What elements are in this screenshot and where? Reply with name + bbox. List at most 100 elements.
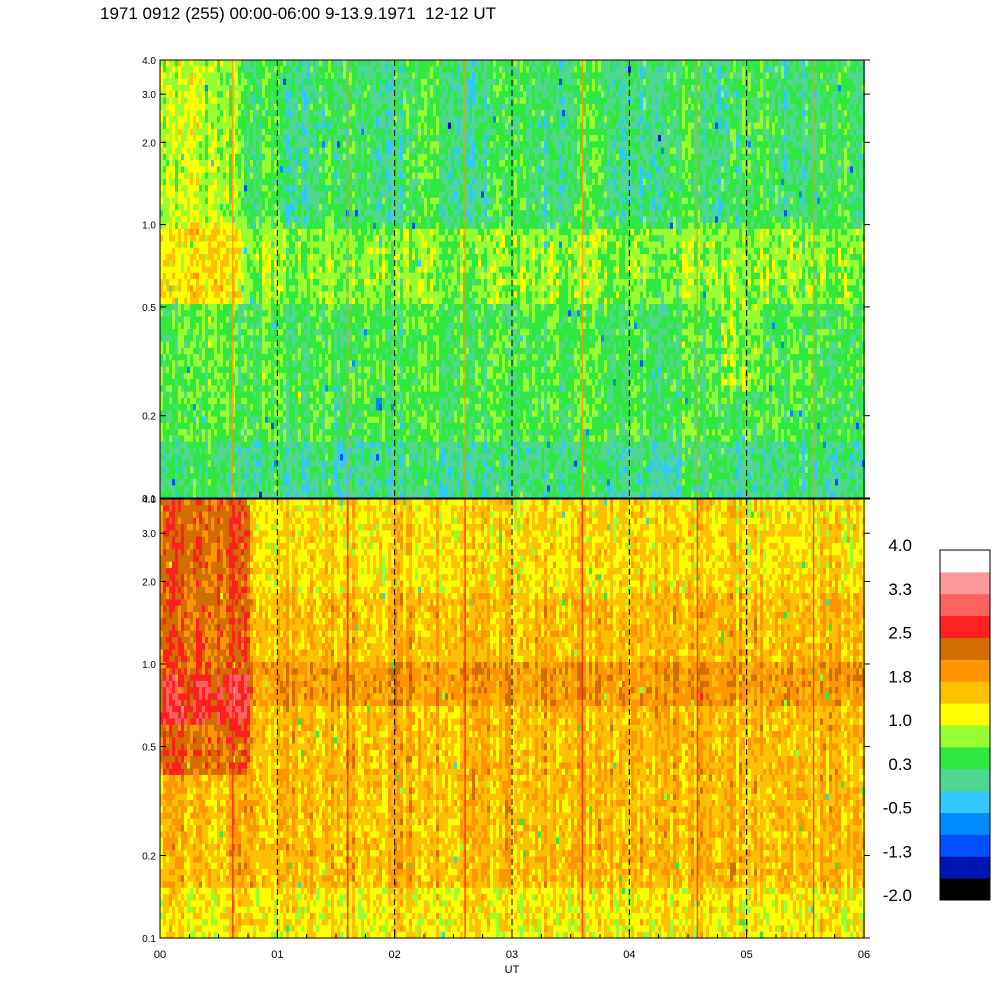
heatmap-cell <box>229 191 232 198</box>
heatmap-cell <box>202 242 205 249</box>
heatmap-cell <box>280 367 283 374</box>
heatmap-cell <box>331 285 334 292</box>
heatmap-cell <box>169 185 172 192</box>
heatmap-cell <box>196 323 199 330</box>
heatmap-cell <box>304 254 307 261</box>
heatmap-cell <box>220 398 223 405</box>
heatmap-cell <box>256 323 259 330</box>
heatmap-cell <box>190 323 193 330</box>
heatmap-cell <box>250 85 253 92</box>
heatmap-cell <box>235 110 238 117</box>
heatmap-cell <box>235 198 238 205</box>
heatmap-cell <box>208 442 211 449</box>
heatmap-cell <box>226 129 229 136</box>
heatmap-cell <box>259 298 262 305</box>
heatmap-cell <box>325 392 328 399</box>
heatmap-cell <box>274 417 277 424</box>
heatmap-cell <box>343 398 346 405</box>
heatmap-cell <box>361 442 364 449</box>
heatmap-cell <box>319 229 322 236</box>
heatmap-cell <box>265 223 268 230</box>
heatmap-cell <box>202 141 205 148</box>
heatmap-cell <box>307 204 310 211</box>
heatmap-cell <box>196 254 199 261</box>
heatmap-cell <box>229 198 232 205</box>
heatmap-cell <box>334 329 337 336</box>
heatmap-cell <box>199 148 202 155</box>
heatmap-cell <box>337 273 340 280</box>
heatmap-cell <box>178 173 181 180</box>
heatmap-cell <box>349 110 352 117</box>
heatmap-cell <box>163 185 166 192</box>
heatmap-cell <box>343 73 346 80</box>
heatmap-cell <box>184 141 187 148</box>
heatmap-cell <box>187 166 190 173</box>
heatmap-cell <box>271 229 274 236</box>
heatmap-cell <box>358 467 361 474</box>
heatmap-cell <box>340 173 343 180</box>
heatmap-cell <box>193 254 196 261</box>
heatmap-cell <box>319 260 322 267</box>
heatmap-cell <box>274 273 277 280</box>
heatmap-cell <box>343 292 346 299</box>
heatmap-cell <box>307 304 310 311</box>
heatmap-cell <box>340 304 343 311</box>
heatmap-cell <box>196 367 199 374</box>
heatmap-cell <box>241 235 244 242</box>
heatmap-cell <box>358 148 361 155</box>
heatmap-cell <box>163 473 166 480</box>
heatmap-cell <box>226 223 229 230</box>
heatmap-cell <box>265 486 268 493</box>
heatmap-cell <box>169 191 172 198</box>
heatmap-cell <box>208 191 211 198</box>
heatmap-cell <box>301 223 304 230</box>
heatmap-cell <box>337 229 340 236</box>
heatmap-cell <box>295 198 298 205</box>
heatmap-cell <box>265 442 268 449</box>
heatmap-cell <box>265 166 268 173</box>
heatmap-cell <box>163 398 166 405</box>
heatmap-cell <box>313 229 316 236</box>
heatmap-cell <box>289 166 292 173</box>
heatmap-cell <box>190 467 193 474</box>
heatmap-cell <box>310 267 313 274</box>
heatmap-cell <box>256 373 259 380</box>
heatmap-cell <box>196 410 199 417</box>
heatmap-cell <box>325 385 328 392</box>
heatmap-cell <box>274 254 277 261</box>
heatmap-cell <box>190 123 193 130</box>
heatmap-cell <box>280 129 283 136</box>
heatmap-cell <box>307 398 310 405</box>
heatmap-cell <box>169 148 172 155</box>
heatmap-cell <box>190 392 193 399</box>
heatmap-cell <box>340 454 343 461</box>
heatmap-cell <box>328 91 331 98</box>
heatmap-cell <box>193 310 196 317</box>
heatmap-cell <box>193 191 196 198</box>
heatmap-cell <box>238 210 241 217</box>
heatmap-cell <box>166 129 169 136</box>
heatmap-cell <box>352 129 355 136</box>
heatmap-cell <box>340 292 343 299</box>
heatmap-cell <box>229 367 232 374</box>
heatmap-cell <box>310 160 313 167</box>
heatmap-cell <box>304 141 307 148</box>
heatmap-cell <box>241 410 244 417</box>
heatmap-cell <box>268 423 271 430</box>
heatmap-cell <box>253 417 256 424</box>
heatmap-cell <box>355 285 358 292</box>
heatmap-cell <box>250 304 253 311</box>
heatmap-cell <box>310 385 313 392</box>
heatmap-cell <box>208 461 211 468</box>
heatmap-cell <box>256 435 259 442</box>
heatmap-cell <box>328 454 331 461</box>
heatmap-cell <box>178 279 181 286</box>
heatmap-cell <box>220 166 223 173</box>
heatmap-cell <box>292 98 295 105</box>
heatmap-cell <box>178 348 181 355</box>
heatmap-cell <box>301 410 304 417</box>
heatmap-cell <box>184 204 187 211</box>
heatmap-cell <box>328 110 331 117</box>
heatmap-cell <box>301 298 304 305</box>
heatmap-cell <box>304 173 307 180</box>
